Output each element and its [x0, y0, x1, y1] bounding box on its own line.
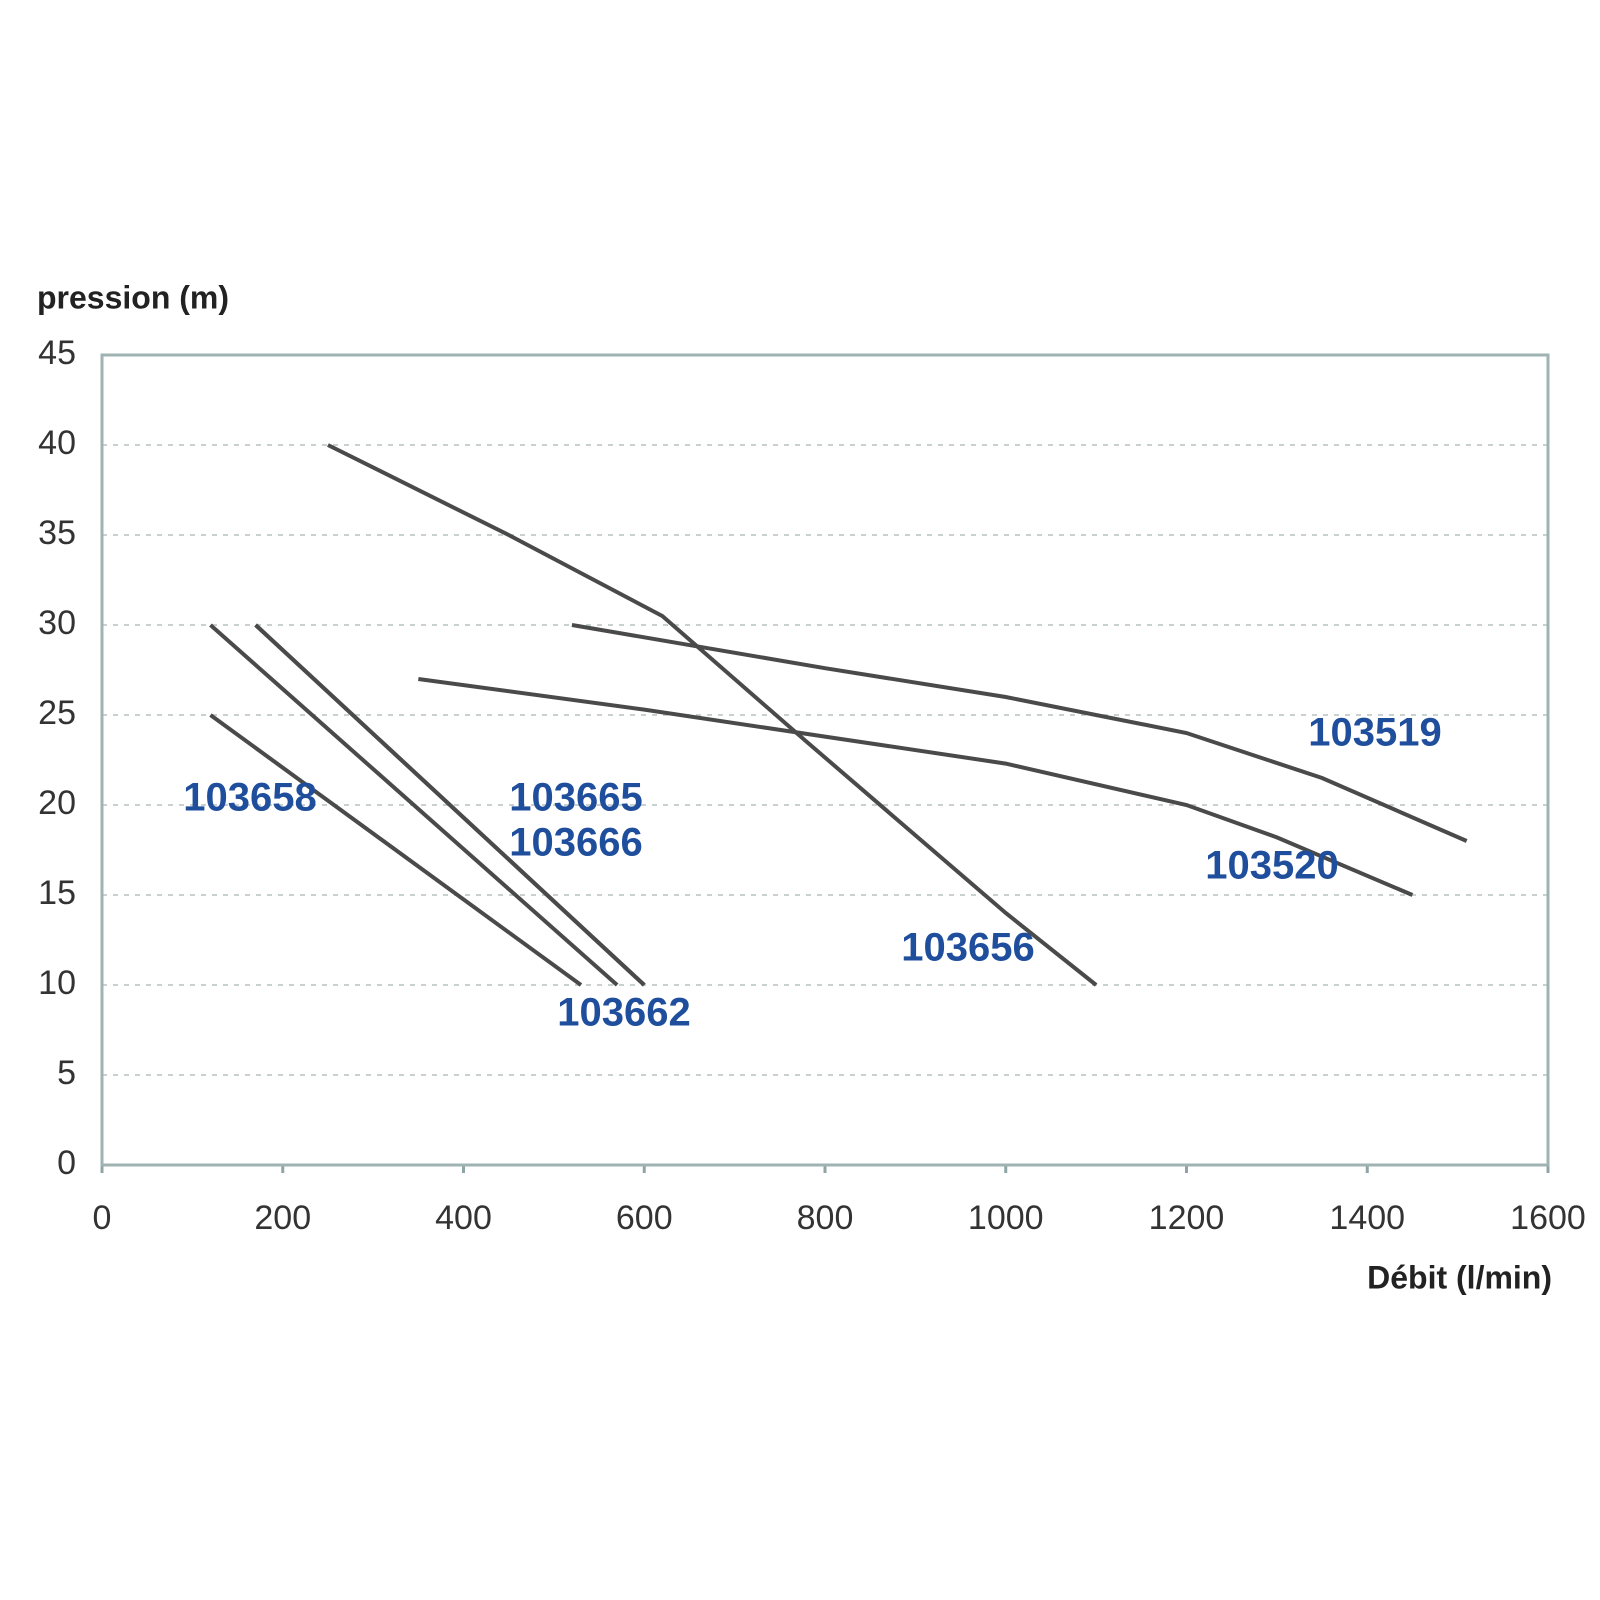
x-tick-label: 1000 — [968, 1199, 1044, 1237]
y-tick-label: 45 — [38, 334, 76, 372]
series-line — [418, 677, 1414, 897]
series-label: 103519 — [1308, 711, 1441, 755]
series-line — [254, 623, 646, 987]
series-line — [327, 443, 1098, 987]
x-tick-label: 1200 — [1149, 1199, 1225, 1237]
y-tick-label: 10 — [38, 964, 76, 1002]
y-tick-label: 5 — [57, 1054, 76, 1092]
y-tick-label: 30 — [38, 604, 76, 642]
y-tick-label: 40 — [38, 424, 76, 462]
x-tick-label: 800 — [797, 1199, 854, 1237]
series-line — [571, 623, 1468, 843]
series-label: 103662 — [557, 991, 690, 1035]
x-tick-label: 200 — [254, 1199, 311, 1237]
series-label: 103656 — [901, 926, 1034, 970]
series-label: 103658 — [183, 776, 316, 820]
y-tick-label: 35 — [38, 514, 76, 552]
x-tick-label: 1400 — [1329, 1199, 1405, 1237]
x-tick-label: 1600 — [1510, 1199, 1586, 1237]
y-tick-label: 25 — [38, 694, 76, 732]
x-tick-label: 400 — [435, 1199, 492, 1237]
x-tick-label: 600 — [616, 1199, 673, 1237]
series-label: 103665 — [509, 776, 642, 820]
series-label: 103666 — [509, 821, 642, 865]
y-tick-label: 0 — [57, 1144, 76, 1182]
series-line — [209, 623, 619, 987]
series-line — [209, 713, 583, 987]
x-axis-title: Débit (l/min) — [1367, 1259, 1552, 1295]
plot-frame — [100, 353, 1550, 1167]
y-tick-label: 15 — [38, 874, 76, 912]
y-axis-title: pression (m) — [37, 279, 229, 315]
y-tick-label: 20 — [38, 784, 76, 822]
series-label: 103520 — [1205, 844, 1338, 888]
x-tick-label: 0 — [93, 1199, 112, 1237]
